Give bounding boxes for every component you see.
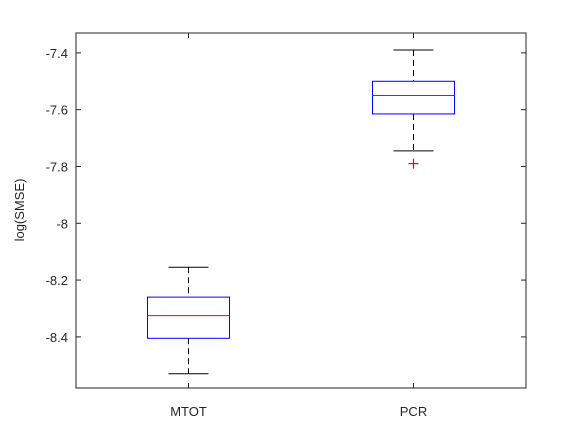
y-tick-label: -7.4 [46, 46, 68, 61]
outlier-marker [408, 158, 419, 169]
x-tick-label: MTOT [170, 404, 207, 419]
boxes-layer [147, 49, 455, 375]
box-mtot [147, 266, 230, 375]
y-tick-label: -8.4 [46, 330, 68, 345]
y-tick-label: -7.8 [46, 159, 68, 174]
y-axis: -7.4 -7.6 -7.8 -8 -8.2 -8.4 [46, 46, 526, 345]
box-body [372, 80, 455, 115]
y-tick-label: -8 [56, 216, 68, 231]
box-body [147, 296, 230, 339]
x-axis: MTOT PCR [170, 33, 427, 419]
plot-area [75, 32, 527, 389]
x-tick-label: PCR [400, 404, 427, 419]
y-axis-label: log(SMSE) [12, 179, 27, 242]
box-pcr [372, 49, 455, 169]
y-tick-label: -7.6 [46, 103, 68, 118]
y-tick-label: -8.2 [46, 273, 68, 288]
